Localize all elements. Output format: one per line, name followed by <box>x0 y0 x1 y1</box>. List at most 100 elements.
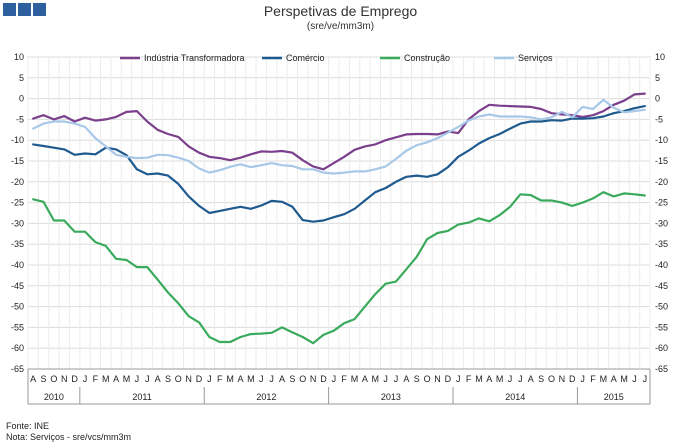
y-tick-label-right: 5 <box>655 73 660 83</box>
y-tick-label-left: 0 <box>19 94 24 104</box>
x-tick-label-month: M <box>496 374 504 384</box>
y-tick-label-left: -55 <box>11 322 24 332</box>
y-tick-label-right: -50 <box>655 302 668 312</box>
x-tick-label-month: J <box>394 374 399 384</box>
x-tick-label-month: N <box>434 374 441 384</box>
x-tick-label-month: J <box>383 374 388 384</box>
x-tick-label-month: J <box>135 374 140 384</box>
y-tick-label-right: -60 <box>655 343 668 353</box>
x-tick-label-year: 2015 <box>604 392 624 402</box>
x-tick-label-month: J <box>207 374 212 384</box>
y-tick-label-right: -40 <box>655 260 668 270</box>
x-tick-label-month: M <box>351 374 359 384</box>
x-tick-label-month: N <box>559 374 566 384</box>
x-tick-label-month: J <box>632 374 637 384</box>
x-tick-label-month: S <box>165 374 171 384</box>
y-tick-label-right: -20 <box>655 177 668 187</box>
x-tick-label-month: J <box>332 374 337 384</box>
series-line-com-rcio <box>32 104 646 223</box>
x-tick-label-month: A <box>486 374 492 384</box>
x-tick-label-year: 2012 <box>256 392 276 402</box>
x-tick-label-month: N <box>310 374 317 384</box>
x-tick-label-month: J <box>269 374 274 384</box>
x-tick-label-month: M <box>102 374 110 384</box>
legend-label: Comércio <box>286 53 325 63</box>
y-tick-label-left: -30 <box>11 218 24 228</box>
x-tick-label-month: M <box>620 374 628 384</box>
legend-label: Serviços <box>518 53 553 63</box>
x-tick-label-month: A <box>238 374 244 384</box>
x-tick-label-year: 2010 <box>44 392 64 402</box>
x-tick-label-month: D <box>71 374 78 384</box>
brand-logo-square-3 <box>33 3 46 16</box>
x-tick-label-month: A <box>403 374 409 384</box>
y-tick-label-right: 10 <box>655 52 665 62</box>
y-tick-label-right: -25 <box>655 198 668 208</box>
y-tick-label-right: 0 <box>655 94 660 104</box>
y-tick-label-left: -20 <box>11 177 24 187</box>
x-tick-label-month: D <box>445 374 452 384</box>
x-tick-label-month: F <box>590 374 596 384</box>
y-tick-label-left: -65 <box>11 364 24 374</box>
series-line-ind-stria-transformadora <box>32 92 646 171</box>
y-tick-label-left: 5 <box>19 73 24 83</box>
legend-label: Construção <box>404 53 450 63</box>
x-tick-label-month: N <box>185 374 192 384</box>
y-tick-label-right: -45 <box>655 281 668 291</box>
x-tick-label-month: M <box>600 374 608 384</box>
grid <box>27 56 651 370</box>
series-lines <box>32 92 646 345</box>
x-tick-label-month: O <box>299 374 306 384</box>
chart-subtitle: (sre/ve/mm3m) <box>306 21 375 32</box>
x-tick-label-month: J <box>508 374 513 384</box>
y-tick-label-right: -10 <box>655 135 668 145</box>
x-tick-label-month: J <box>580 374 585 384</box>
x-tick-label-year: 2014 <box>505 392 525 402</box>
y-tick-label-right: -15 <box>655 156 668 166</box>
y-tick-label-left: 10 <box>14 52 24 62</box>
y-tick-label-left: -40 <box>11 260 24 270</box>
x-tick-label-month: J <box>145 374 150 384</box>
x-tick-label-month: A <box>528 374 534 384</box>
x-tick-label-month: S <box>414 374 420 384</box>
x-tick-label-month: A <box>155 374 161 384</box>
x-tick-label-month: J <box>643 374 648 384</box>
legend: Indústria Transformadora Comércio Construç… <box>120 53 553 63</box>
x-tick-label-month: A <box>279 374 285 384</box>
y-tick-label-left: -60 <box>11 343 24 353</box>
x-tick-label-month: D <box>196 374 203 384</box>
legend-label: Indústria Transformadora <box>144 53 245 63</box>
x-tick-label-month: M <box>123 374 131 384</box>
x-tick-label-month: A <box>113 374 119 384</box>
x-tick-label-year: 2013 <box>381 392 401 402</box>
brand-logo-square-1 <box>3 3 16 16</box>
x-tick-label-month: F <box>217 374 223 384</box>
x-tick-label-month: A <box>362 374 368 384</box>
brand-logo-square-2 <box>18 3 31 16</box>
y-tick-label-right: -35 <box>655 239 668 249</box>
x-tick-label-month: A <box>611 374 617 384</box>
x-tick-label-month: F <box>466 374 472 384</box>
x-tick-label-month: M <box>226 374 234 384</box>
methodology-note: Nota: Serviços - sre/vcs/mm3m <box>6 432 132 442</box>
series-line-servi-os <box>32 98 646 175</box>
y-tick-label-left: -45 <box>11 281 24 291</box>
x-tick-label-month: O <box>548 374 555 384</box>
y-tick-label-left: -35 <box>11 239 24 249</box>
x-tick-label-year: 2011 <box>132 392 151 402</box>
x-tick-label-month: J <box>83 374 88 384</box>
x-tick-label-month: O <box>424 374 431 384</box>
x-tick-label-month: J <box>518 374 523 384</box>
y-tick-label-left: -10 <box>11 135 24 145</box>
y-tick-label-right: -55 <box>655 322 668 332</box>
x-tick-label-month: A <box>30 374 36 384</box>
y-tick-label-right: -30 <box>655 218 668 228</box>
x-tick-label-month: S <box>538 374 544 384</box>
x-tick-label-month: J <box>259 374 264 384</box>
y-tick-label-left: -5 <box>16 114 24 124</box>
x-tick-label-month: D <box>320 374 327 384</box>
chart-title: Perspetivas de Emprego <box>263 3 418 19</box>
x-tick-label-month: M <box>475 374 483 384</box>
x-tick-label-month: N <box>61 374 68 384</box>
